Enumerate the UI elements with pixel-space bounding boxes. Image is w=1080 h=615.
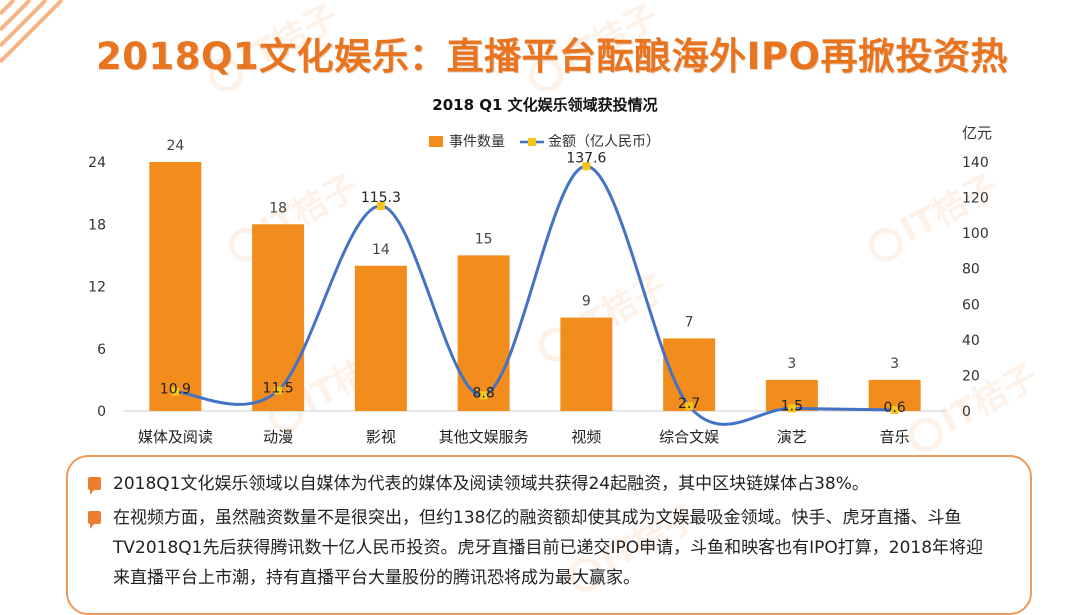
line-value-label: 8.8	[472, 385, 494, 401]
line-value-label: 1.5	[781, 398, 803, 414]
line-point-marker	[582, 162, 591, 171]
bar-value-label: 18	[269, 200, 287, 216]
x-tick-label: 音乐	[880, 428, 910, 446]
line-value-label: 115.3	[361, 190, 401, 206]
line-point-marker	[479, 391, 488, 400]
y-left-tick-label: 24	[88, 155, 106, 171]
y-left-tick-label: 12	[88, 280, 106, 296]
bar-value-label: 24	[166, 138, 184, 154]
speech-bubble-icon	[88, 511, 101, 529]
line-value-label: 10.9	[160, 382, 191, 398]
bar-value-label: 3	[787, 356, 796, 372]
bar	[868, 379, 921, 411]
legend-marker-swatch	[528, 138, 536, 146]
x-tick-label: 视频	[571, 428, 601, 446]
x-tick-label: 综合文娱	[659, 428, 719, 446]
bar	[560, 317, 613, 411]
line-value-label: 0.6	[883, 400, 905, 416]
bar-value-label: 3	[890, 356, 899, 372]
y-right-tick-label: 40	[962, 333, 980, 349]
y-right-tick-label: 80	[962, 262, 980, 278]
legend-label: 金额（亿人民币）	[548, 134, 660, 150]
legend-label: 事件数量	[449, 134, 505, 150]
y-left-tick-label: 18	[88, 217, 106, 233]
y-right-unit-label: 亿元	[962, 124, 992, 142]
y-right-tick-label: 100	[962, 226, 989, 242]
bar-value-label: 14	[372, 242, 390, 258]
y-right-tick-label: 20	[962, 368, 980, 384]
line-point-marker	[274, 386, 283, 395]
y-right-tick-label: 120	[962, 191, 989, 207]
line-point-marker	[685, 402, 694, 411]
amount-line	[175, 164, 895, 426]
x-tick-label: 其他文娱服务	[439, 428, 529, 446]
bar-value-label: 9	[582, 294, 591, 310]
x-tick-label: 影视	[366, 428, 396, 446]
speech-bubble-icon	[88, 477, 101, 495]
legend-bar-swatch	[429, 136, 443, 147]
summary-bullet: 在视频方面，虽然融资数量不是很突出，但约138亿的融资额却使其成为文娱最吸金领域…	[88, 503, 1010, 593]
chart-title: 2018 Q1 文化娱乐领域获投情况	[432, 96, 657, 114]
line-point-marker	[787, 404, 796, 413]
page-title: 2018Q1文化娱乐：直播平台酝酿海外IPO再掀投资热	[96, 35, 1009, 78]
bar	[354, 265, 407, 411]
line-point-marker	[171, 387, 180, 396]
summary-bullet: 2018Q1文化娱乐领域以自媒体为代表的媒体及阅读领域共获得24起融资，其中区块…	[88, 469, 1010, 499]
line-value-label: 137.6	[566, 150, 606, 166]
summary-text: 2018Q1文化娱乐领域以自媒体为代表的媒体及阅读领域共获得24起融资，其中区块…	[113, 474, 869, 494]
y-right-tick-label: 140	[962, 155, 989, 171]
x-tick-label: 动漫	[263, 428, 293, 446]
y-right-tick-label: 0	[962, 404, 971, 420]
summary-box: 2018Q1文化娱乐领域以自媒体为代表的媒体及阅读领域共获得24起融资，其中区块…	[66, 455, 1032, 615]
y-left-tick-label: 6	[97, 342, 106, 358]
bar	[252, 224, 305, 411]
y-left-tick-label: 0	[97, 404, 106, 420]
bar	[149, 162, 202, 411]
line-point-marker	[890, 405, 899, 414]
y-right-tick-label: 60	[962, 297, 980, 313]
bar-value-label: 7	[685, 314, 694, 330]
line-value-label: 11.5	[263, 381, 294, 397]
bar-value-label: 15	[475, 231, 493, 247]
line-value-label: 2.7	[678, 396, 700, 412]
line-point-marker	[376, 201, 385, 210]
x-tick-label: 媒体及阅读	[138, 428, 213, 446]
corner-stripes-decoration	[0, 0, 64, 64]
summary-text: 在视频方面，虽然融资数量不是很突出，但约138亿的融资额却使其成为文娱最吸金领域…	[113, 508, 984, 588]
x-tick-label: 演艺	[777, 428, 807, 446]
